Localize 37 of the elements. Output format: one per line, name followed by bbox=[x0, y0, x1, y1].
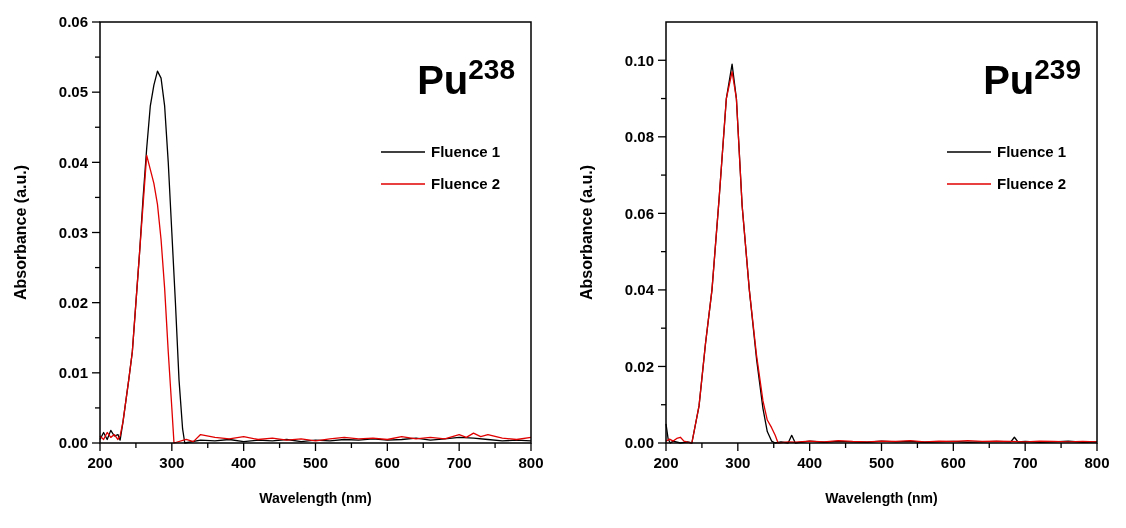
y-axis-title: Absorbance (a.u.) bbox=[12, 164, 29, 301]
x-tick-label: 700 bbox=[446, 454, 472, 471]
legend-label: Fluence 1 bbox=[431, 143, 501, 161]
x-tick-label: 200 bbox=[653, 454, 679, 471]
y-tick-label: 0.06 bbox=[624, 204, 654, 222]
x-tick-label: 500 bbox=[868, 454, 895, 471]
x-tick-label: 300 bbox=[159, 454, 185, 471]
y-tick-label: 0.08 bbox=[624, 128, 654, 146]
x-tick-label: 800 bbox=[1084, 454, 1110, 471]
y-tick-label: 0.05 bbox=[58, 83, 88, 101]
y-tick-label: 0.01 bbox=[58, 364, 88, 382]
x-axis-title: Wavelength (nm) bbox=[259, 490, 372, 506]
y-axis-title: Absorbance (a.u.) bbox=[578, 164, 595, 301]
x-tick-label: 800 bbox=[518, 454, 544, 471]
y-tick-label: 0.02 bbox=[624, 357, 654, 375]
y-tick-label: 0.00 bbox=[58, 434, 88, 452]
x-tick-label: 500 bbox=[302, 454, 329, 471]
x-tick-label: 700 bbox=[1012, 454, 1038, 471]
x-tick-label: 200 bbox=[87, 454, 113, 471]
y-tick-label: 0.04 bbox=[624, 281, 655, 299]
legend-label: Fluence 1 bbox=[997, 143, 1067, 161]
y-tick-label: 0.00 bbox=[624, 434, 654, 452]
legend-label: Fluence 2 bbox=[431, 175, 501, 193]
legend-label: Fluence 2 bbox=[997, 175, 1067, 193]
x-tick-label: 600 bbox=[940, 454, 966, 471]
y-tick-label: 0.03 bbox=[58, 223, 88, 241]
x-tick-label: 400 bbox=[797, 454, 823, 471]
y-tick-label: 0.10 bbox=[624, 51, 654, 69]
annotation: Pu$^{239}$ bbox=[983, 53, 1081, 102]
annotation: Pu$^{238}$ bbox=[417, 53, 515, 102]
x-tick-label: 600 bbox=[374, 454, 400, 471]
x-axis-title: Wavelength (nm) bbox=[825, 490, 938, 506]
y-tick-label: 0.02 bbox=[58, 293, 88, 311]
x-tick-label: 400 bbox=[231, 454, 257, 471]
y-tick-label: 0.04 bbox=[58, 153, 89, 171]
y-tick-label: 0.06 bbox=[58, 13, 88, 31]
x-tick-label: 300 bbox=[725, 454, 751, 471]
